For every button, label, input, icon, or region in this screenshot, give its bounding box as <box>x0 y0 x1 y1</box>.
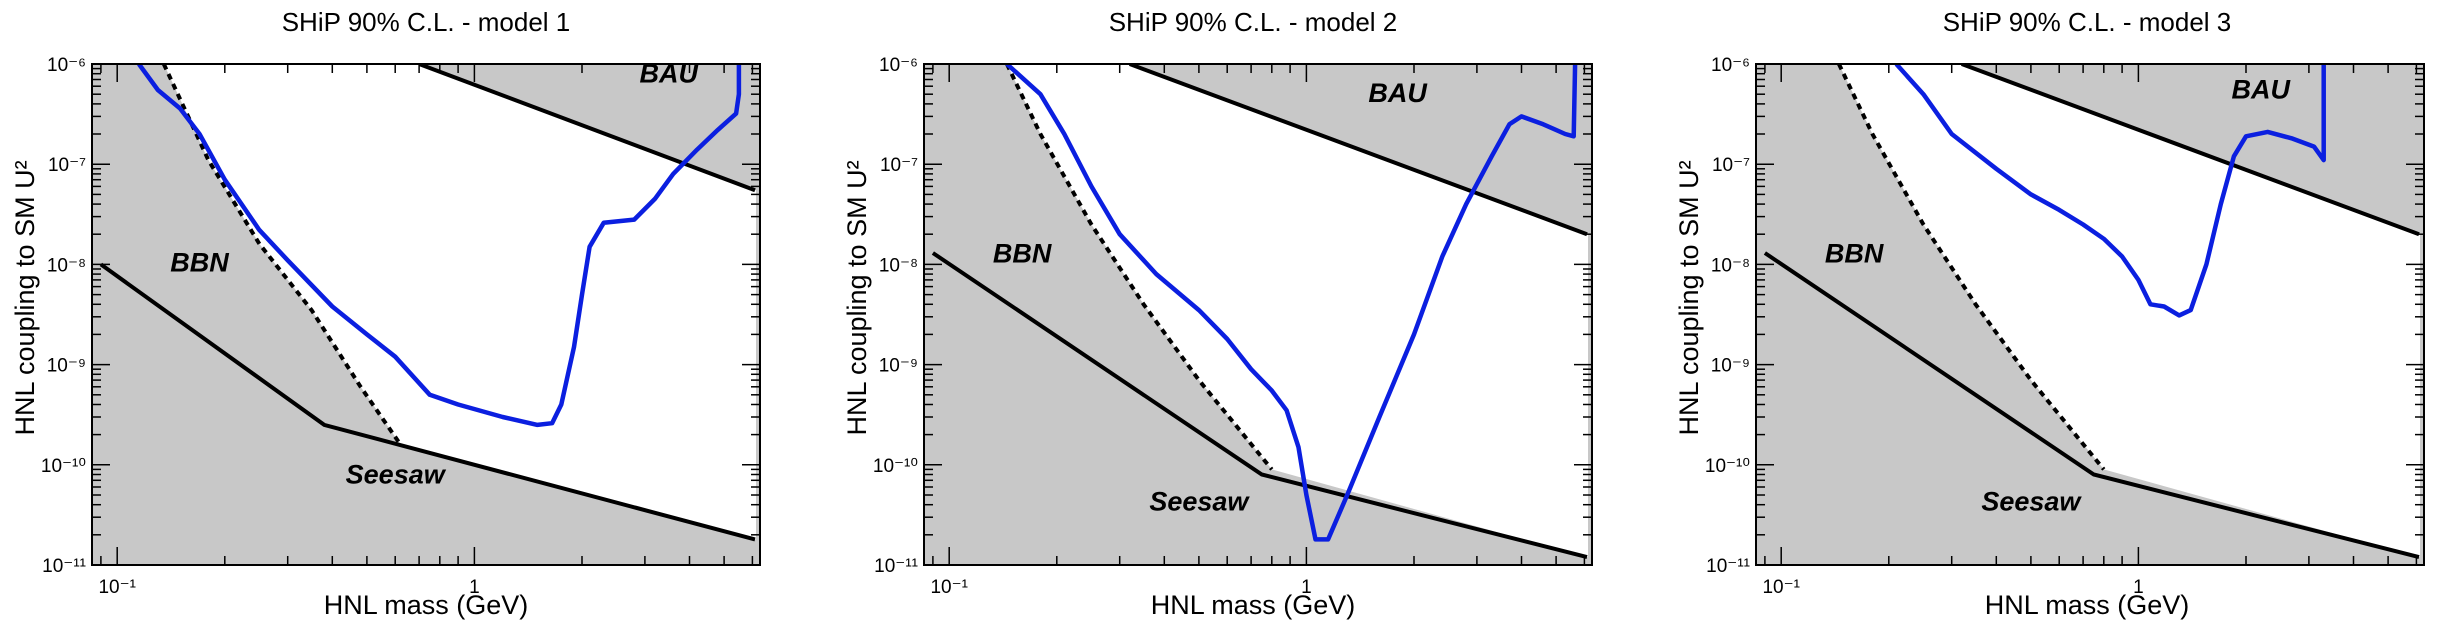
y-tick-label: 10⁻⁸ <box>1711 255 1750 276</box>
y-tick-label: 10⁻¹⁰ <box>873 456 918 477</box>
chart-title: SHiP 90% C.L. - model 2 <box>1109 7 1398 37</box>
y-tick-label: 10⁻⁷ <box>880 155 918 176</box>
plot-area <box>924 64 1592 565</box>
excluded-region-seesaw <box>92 264 758 565</box>
seesaw-label: Seesaw <box>1149 487 1250 517</box>
seesaw-label: Seesaw <box>346 460 447 490</box>
sensitivity-curve <box>137 64 742 428</box>
excluded-region-bau <box>419 64 760 191</box>
seesaw-line <box>931 251 1588 560</box>
x-axis-label: HNL mass (GeV) <box>1151 590 1356 620</box>
panel-model-3: SHiP 90% C.L. - model 3 HNL mass (GeV) H… <box>1674 7 2425 620</box>
y-tick-label: 10⁻¹⁰ <box>41 456 86 477</box>
bbn-line <box>1837 64 2106 471</box>
x-axis-label: HNL mass (GeV) <box>1985 590 2190 620</box>
x-tick-label: 1 <box>469 577 480 598</box>
y-tick-label: 10⁻¹¹ <box>874 556 918 577</box>
y-tick-label: 10⁻⁹ <box>1711 356 1750 377</box>
axes-frame <box>1755 63 2425 566</box>
bau-label: BAU <box>2232 75 2292 105</box>
bau-line <box>1961 64 2420 237</box>
edge-strip <box>2420 64 2424 565</box>
y-tick-label: 10⁻⁷ <box>1712 155 1750 176</box>
y-tick-label: 10⁻⁶ <box>1711 55 1750 76</box>
y-tick-label: 10⁻⁸ <box>879 255 918 276</box>
y-tick-label: 10⁻⁶ <box>879 55 918 76</box>
edge-strip <box>756 64 760 565</box>
bbn-label: BBN <box>1825 238 1884 268</box>
bbn-label: BBN <box>993 238 1052 268</box>
y-tick-label: 10⁻⁸ <box>47 255 86 276</box>
y-tick-label: 10⁻¹¹ <box>1706 556 1750 577</box>
axes-frame <box>923 63 1593 566</box>
bbn-line <box>1005 64 1274 471</box>
y-tick-label: 10⁻⁷ <box>48 155 86 176</box>
y-tick-label: 10⁻⁶ <box>47 55 86 76</box>
plot-area <box>1756 64 2424 565</box>
y-tick-label: 10⁻¹⁰ <box>1705 456 1750 477</box>
x-tick-label: 10⁻¹ <box>930 577 968 598</box>
edge-strip <box>1588 64 1592 565</box>
excluded-region-seesaw <box>1756 253 2421 565</box>
panel-model-1: SHiP 90% C.L. - model 1 HNL mass (GeV) H… <box>10 7 761 620</box>
chart-title: SHiP 90% C.L. - model 1 <box>282 7 571 37</box>
y-axis-label: HNL coupling to SM U² <box>1674 160 1704 435</box>
x-tick-label: 10⁻¹ <box>1762 577 1800 598</box>
x-axis-label: HNL mass (GeV) <box>324 590 529 620</box>
sensitivity-curve <box>1005 64 1578 542</box>
y-tick-label: 10⁻⁹ <box>47 356 86 377</box>
x-tick-label: 1 <box>1301 577 1312 598</box>
x-tick-label: 1 <box>2133 577 2144 598</box>
x-tick-label: 10⁻¹ <box>98 577 136 598</box>
panel-model-2: SHiP 90% C.L. - model 2 HNL mass (GeV) H… <box>842 7 1593 620</box>
axes-frame <box>91 63 761 566</box>
bau-line <box>418 64 756 193</box>
bbn-line <box>161 64 402 446</box>
seesaw-label: Seesaw <box>1981 487 2082 517</box>
sensitivity-curve <box>1894 64 2326 318</box>
y-tick-label: 10⁻⁹ <box>879 356 918 377</box>
excluded-region-seesaw <box>924 253 1589 565</box>
bbn-label: BBN <box>170 248 229 278</box>
bau-label: BAU <box>1368 78 1428 108</box>
plot-area <box>92 64 760 565</box>
seesaw-line <box>99 262 756 542</box>
seesaw-line <box>1763 251 2420 560</box>
bau-line <box>1129 64 1588 237</box>
y-tick-label: 10⁻¹¹ <box>42 556 86 577</box>
chart-title: SHiP 90% C.L. - model 3 <box>1943 7 2232 37</box>
y-axis-label: HNL coupling to SM U² <box>842 160 872 435</box>
y-axis-label: HNL coupling to SM U² <box>10 160 40 435</box>
